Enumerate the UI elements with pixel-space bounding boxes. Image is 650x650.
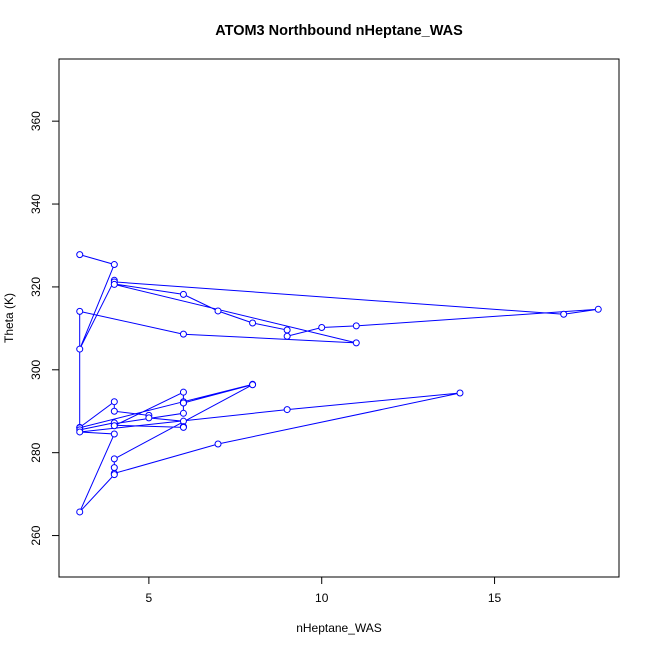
data-point xyxy=(249,319,257,327)
plot-frame xyxy=(58,58,620,578)
x-axis: 5 10 15 xyxy=(146,576,502,605)
data-point xyxy=(283,326,291,334)
data-point xyxy=(249,381,257,389)
y-axis: 260 280 300 320 340 360 xyxy=(29,111,60,546)
data-point xyxy=(76,508,84,516)
data-point xyxy=(456,389,464,397)
data-point xyxy=(214,440,222,448)
data-point xyxy=(179,409,187,417)
data-point xyxy=(352,339,360,347)
y-axis-label: Theta (K) xyxy=(2,293,16,343)
data-point xyxy=(76,307,84,315)
data-point xyxy=(76,428,84,436)
series-line xyxy=(79,254,599,513)
x-axis-label: nHeptane_WAS xyxy=(296,621,382,635)
data-point xyxy=(145,414,153,422)
data-point xyxy=(110,464,118,472)
data-point xyxy=(179,399,187,407)
x-tick-label: 15 xyxy=(488,591,502,605)
data-point xyxy=(283,332,291,340)
data-point xyxy=(179,330,187,338)
y-tick-label: 300 xyxy=(29,359,43,379)
data-point xyxy=(110,261,118,269)
x-tick-label: 10 xyxy=(315,591,329,605)
data-point xyxy=(110,398,118,406)
y-tick-label: 260 xyxy=(29,525,43,545)
data-point xyxy=(110,471,118,479)
data-point xyxy=(179,423,187,431)
data-point xyxy=(76,345,84,353)
data-point xyxy=(76,251,84,259)
series-layer xyxy=(76,251,602,516)
data-point xyxy=(110,430,118,438)
data-point xyxy=(179,388,187,396)
data-point xyxy=(560,310,568,318)
data-point xyxy=(110,422,118,430)
y-tick-label: 360 xyxy=(29,111,43,131)
data-point xyxy=(352,322,360,330)
data-point xyxy=(110,280,118,288)
data-point xyxy=(283,406,291,414)
data-point xyxy=(214,307,222,315)
y-tick-label: 280 xyxy=(29,442,43,462)
x-tick-label: 5 xyxy=(146,591,153,605)
data-point xyxy=(594,305,602,313)
data-point xyxy=(318,324,326,332)
data-point xyxy=(110,455,118,463)
data-point xyxy=(110,407,118,415)
y-tick-label: 320 xyxy=(29,277,43,297)
data-point xyxy=(179,290,187,298)
chart-title: ATOM3 Northbound nHeptane_WAS xyxy=(215,23,463,39)
y-tick-label: 340 xyxy=(29,194,43,214)
